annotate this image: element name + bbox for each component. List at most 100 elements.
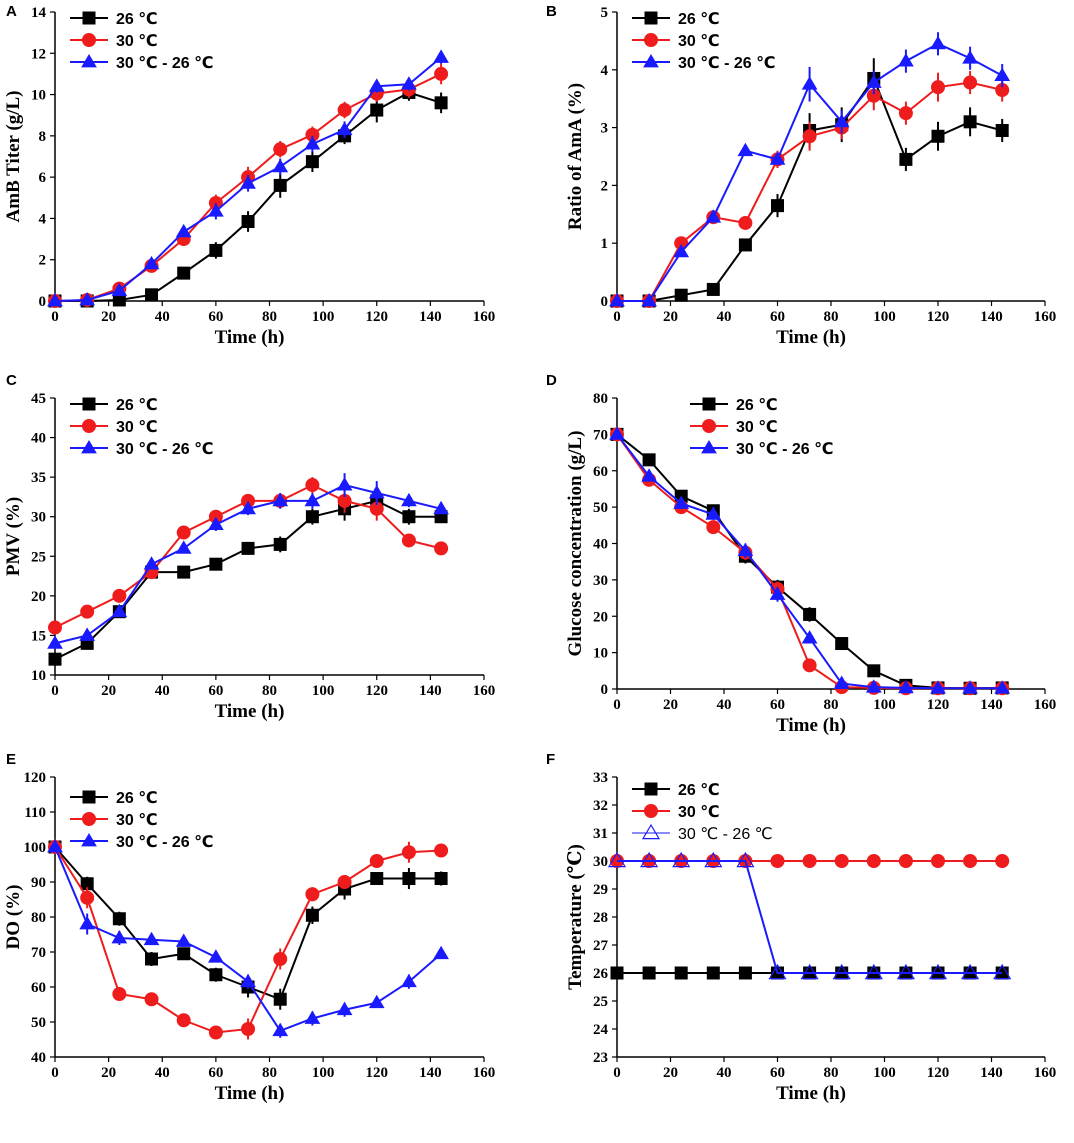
data-point-shift	[993, 963, 1012, 980]
x-tick-label: 40	[155, 683, 170, 699]
data-point-30	[931, 80, 945, 95]
data-point-26	[370, 103, 384, 117]
data-point-30	[369, 854, 384, 868]
data-point-shift	[240, 500, 256, 515]
data-point-shift	[737, 142, 754, 157]
data-point-shift	[401, 76, 417, 90]
data-point-26	[305, 908, 319, 922]
legend: 26 ℃ 30 ℃ 30 ℃ - 26 ℃	[70, 11, 213, 72]
x-tick-label: 160	[1034, 697, 1057, 713]
legend-label-shift: 30 ℃ - 26 ℃	[736, 441, 833, 458]
x-tick-label: 140	[980, 1065, 1003, 1081]
data-point-shift	[769, 586, 786, 600]
panel-d: D 0 20 40 60 80 100 120 140 160 0 10 20 30 40 50 60 70 80…	[546, 372, 1056, 736]
x-tick-label: 80	[824, 697, 839, 713]
data-point-shift	[175, 933, 192, 947]
x-tick-label: 160	[1034, 309, 1057, 325]
data-point-26	[112, 912, 126, 926]
y-tick-label: 50	[31, 1015, 46, 1031]
data-point-26	[434, 872, 448, 885]
chart-e: 0 20 40 60 80 100 120 140 160 40 50 60 70 80 90 100 110 1…	[3, 770, 495, 1104]
data-point-26	[867, 664, 881, 678]
legend-marker-26	[82, 790, 96, 804]
y-tick-label: 29	[593, 882, 608, 898]
legend-label-30: 30 ℃	[116, 812, 158, 829]
legend-marker-shift	[81, 833, 97, 847]
legend-label-26: 26 ℃	[678, 11, 720, 28]
x-tick-label: 100	[312, 683, 335, 699]
y-tick-label: 40	[31, 431, 46, 447]
panel-letter-a: A	[6, 3, 17, 20]
data-point-30	[241, 1022, 256, 1036]
x-tick-label: 140	[419, 683, 442, 699]
x-tick-label: 40	[717, 309, 732, 325]
data-point-26	[209, 243, 223, 257]
data-point-26	[771, 199, 784, 213]
data-point-30	[770, 854, 785, 868]
data-point-30	[963, 75, 978, 90]
data-point-30	[144, 992, 159, 1007]
data-point-shift	[673, 495, 690, 509]
data-point-shift	[801, 76, 818, 90]
y-tick-label: 20	[31, 589, 46, 605]
data-point-shift	[704, 851, 723, 868]
data-point-26	[674, 288, 688, 302]
data-point-26	[241, 215, 255, 229]
data-point-shift	[336, 121, 353, 136]
panel-b: B 0 20 40 60 80 100 120 140 160 0 1 2 3 4 5 Time (h) Rat…	[546, 3, 1056, 348]
legend-marker-26	[82, 397, 96, 411]
y-tick-label: 4	[39, 211, 47, 227]
data-point-shift	[768, 963, 787, 980]
panel-f: F 0 20 40 60 80 100 120 140 160 23 24 25 26 27 28 29 30 3…	[546, 751, 1056, 1104]
x-tick-label: 160	[473, 683, 496, 699]
legend-marker-shift	[701, 440, 717, 454]
y-tick-label: 90	[31, 875, 46, 891]
data-point-26	[370, 872, 384, 885]
series-shift	[47, 473, 449, 649]
x-tick-label: 140	[419, 309, 442, 325]
data-point-shift	[898, 53, 914, 67]
chart-f: 0 20 40 60 80 100 120 140 160 23 24 25 26 27 28 29 30 31 3…	[565, 770, 1056, 1104]
y-axis-label: PMV (%)	[3, 497, 24, 576]
data-point-shift	[737, 542, 754, 557]
x-tick-label: 140	[980, 309, 1003, 325]
data-point-shift	[111, 603, 128, 618]
legend-label-26: 26 ℃	[116, 11, 158, 28]
y-tick-label: 70	[593, 427, 608, 443]
y-tick-label: 0	[601, 294, 609, 310]
data-point-30	[898, 854, 913, 868]
x-tick-label: 40	[155, 309, 170, 325]
x-tick-label: 120	[927, 309, 950, 325]
x-tick-label: 140	[419, 1065, 442, 1081]
data-point-shift	[865, 74, 882, 88]
legend-label-30: 30 ℃	[678, 33, 720, 50]
data-point-shift	[368, 78, 385, 92]
data-point-30	[995, 854, 1010, 868]
data-point-26	[642, 966, 656, 980]
data-point-shift	[143, 556, 160, 570]
x-axis-label: Time (h)	[215, 701, 285, 722]
y-tick-label: 80	[31, 910, 46, 926]
legend-marker-30	[82, 33, 96, 47]
x-tick-label: 60	[770, 1065, 785, 1081]
legend-label-26: 26 ℃	[116, 397, 158, 414]
data-point-shift	[175, 540, 192, 554]
chart-b: 0 20 40 60 80 100 120 140 160 0 1 2 3 4 5 Time (h) Ratio…	[565, 5, 1056, 348]
x-tick-label: 140	[980, 697, 1003, 713]
x-tick-label: 120	[366, 683, 389, 699]
y-tick-label: 6	[39, 170, 47, 186]
y-tick-label: 25	[593, 994, 608, 1010]
x-tick-label: 20	[101, 1065, 116, 1081]
y-tick-label: 5	[601, 5, 609, 21]
data-point-shift	[864, 963, 883, 980]
x-tick-label: 60	[208, 683, 223, 699]
data-point-26	[706, 282, 720, 296]
series-30	[48, 477, 449, 635]
series-shift	[47, 49, 449, 307]
data-point-30	[401, 845, 416, 860]
x-tick-label: 80	[262, 683, 277, 699]
data-point-30	[305, 478, 320, 493]
legend-marker-shift	[643, 54, 659, 68]
y-tick-label: 10	[31, 668, 46, 684]
data-point-30	[802, 129, 817, 144]
